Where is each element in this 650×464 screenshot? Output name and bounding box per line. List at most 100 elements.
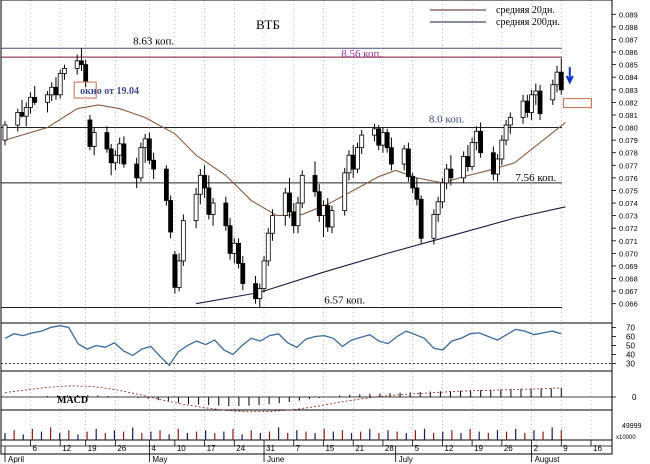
horizontal-levels: 8.63 коп. 8.56 коп. 8.0 коп. 7.56 коп. 6.57 …: [1, 35, 562, 308]
candle-body: [321, 205, 326, 217]
y-tick-label: 0.086: [619, 48, 638, 57]
x-tick-label: 10: [177, 444, 186, 453]
y-tick-label: 0.068: [619, 275, 638, 284]
candle-body: [499, 139, 505, 160]
gap-box-right: [562, 98, 592, 109]
candle-body: [15, 112, 21, 126]
candle-body: [49, 86, 55, 96]
candle-body: [465, 156, 471, 167]
candle-body: [83, 64, 89, 82]
candle-body: [299, 174, 305, 204]
candle-body: [350, 154, 356, 170]
x-tick-label: 19: [88, 444, 97, 453]
candle-body: [231, 242, 237, 254]
candle-body: [418, 198, 424, 239]
candle-body: [461, 156, 467, 179]
candle-body: [291, 211, 297, 227]
candle-body: [151, 159, 157, 170]
y-tick-label: 0.069: [619, 262, 638, 271]
candle-body: [193, 193, 199, 222]
candle-body: [529, 94, 534, 113]
x-tick-label: 31: [266, 444, 275, 453]
candle-body: [74, 60, 80, 69]
candle-body: [45, 94, 50, 103]
chart-title: ВТБ: [256, 17, 280, 32]
legend-ma20-label: средняя 20дн.: [496, 5, 555, 16]
y-tick-label: 0.082: [619, 98, 638, 107]
candle-body: [134, 163, 140, 179]
month-label: May: [152, 455, 167, 464]
candle-body: [478, 130, 484, 154]
candle-body: [210, 202, 216, 215]
candle-body: [520, 100, 526, 118]
y-tick-label: 0.079: [619, 136, 638, 145]
y-tick-label: 0.078: [619, 149, 638, 158]
candle-body: [23, 107, 29, 117]
x-tick-label: 5: [415, 444, 420, 453]
x-tick-label: 2: [534, 444, 539, 453]
candle-body: [287, 192, 292, 213]
level-label: 8.56 коп.: [341, 48, 382, 60]
candle-body: [384, 132, 390, 149]
indicator-panels: MACD: [1, 325, 612, 441]
y-tick-label: 0.073: [619, 212, 638, 221]
candle-body: [406, 148, 411, 178]
candle-body: [53, 86, 59, 96]
candle-body: [495, 158, 500, 175]
candle-body: [558, 71, 564, 91]
annotations: окно от 19.04: [73, 67, 592, 109]
candle-body: [265, 232, 271, 262]
candle-body: [227, 225, 233, 254]
candle-body: [253, 283, 258, 300]
candle-body: [197, 174, 203, 195]
candle-body: [372, 128, 377, 136]
candle-body: [180, 220, 186, 262]
y-tick-label: 0.067: [619, 287, 638, 296]
x-tick-label: 6: [32, 444, 37, 453]
candle-body: [329, 210, 335, 228]
y-tick-label: 0.076: [619, 174, 638, 183]
y-tick-label: 0.080: [619, 124, 638, 133]
level-label: 8.63 коп.: [133, 35, 174, 47]
candle-body: [240, 263, 246, 284]
candle-body: [533, 90, 539, 96]
plot-frame: [0, 0, 613, 455]
candle-body: [554, 71, 560, 86]
candle-body: [138, 147, 144, 179]
rsi-line: [4, 325, 562, 367]
macd-label: MACD: [57, 395, 88, 406]
candle-body: [401, 148, 407, 165]
level-label: 6.57 коп.: [324, 294, 365, 306]
level-label: 7.56 коп.: [515, 172, 556, 184]
y-tick-label: 0.066: [619, 300, 638, 309]
candle-body: [168, 200, 174, 233]
level-label: 8.0 коп.: [429, 114, 465, 126]
candle-body: [176, 260, 182, 288]
candle-body: [346, 154, 352, 174]
candle-body: [410, 176, 416, 189]
x-tick-label: 16: [593, 444, 602, 453]
candle-body: [295, 202, 301, 227]
candlestick-series: [2, 48, 564, 308]
candle-body: [91, 132, 97, 147]
candle-body: [537, 90, 543, 115]
candle-body: [376, 128, 382, 146]
candle-body: [202, 174, 207, 189]
x-tick-label: 26: [504, 444, 513, 453]
x-tick-label: 4: [151, 444, 156, 453]
ma20-line: [4, 104, 566, 217]
x-tick-label: 19: [474, 444, 483, 453]
month-label: April: [8, 455, 24, 464]
candle-body: [113, 154, 118, 164]
candle-body: [223, 202, 229, 227]
candle-body: [342, 172, 348, 211]
candle-body: [87, 119, 93, 147]
y-tick-label: 0.075: [619, 186, 638, 195]
candle-body: [121, 143, 127, 165]
candle-body: [473, 130, 479, 144]
candle-body: [550, 84, 556, 101]
candle-body: [507, 117, 513, 126]
x-tick-label: 24: [236, 444, 245, 453]
